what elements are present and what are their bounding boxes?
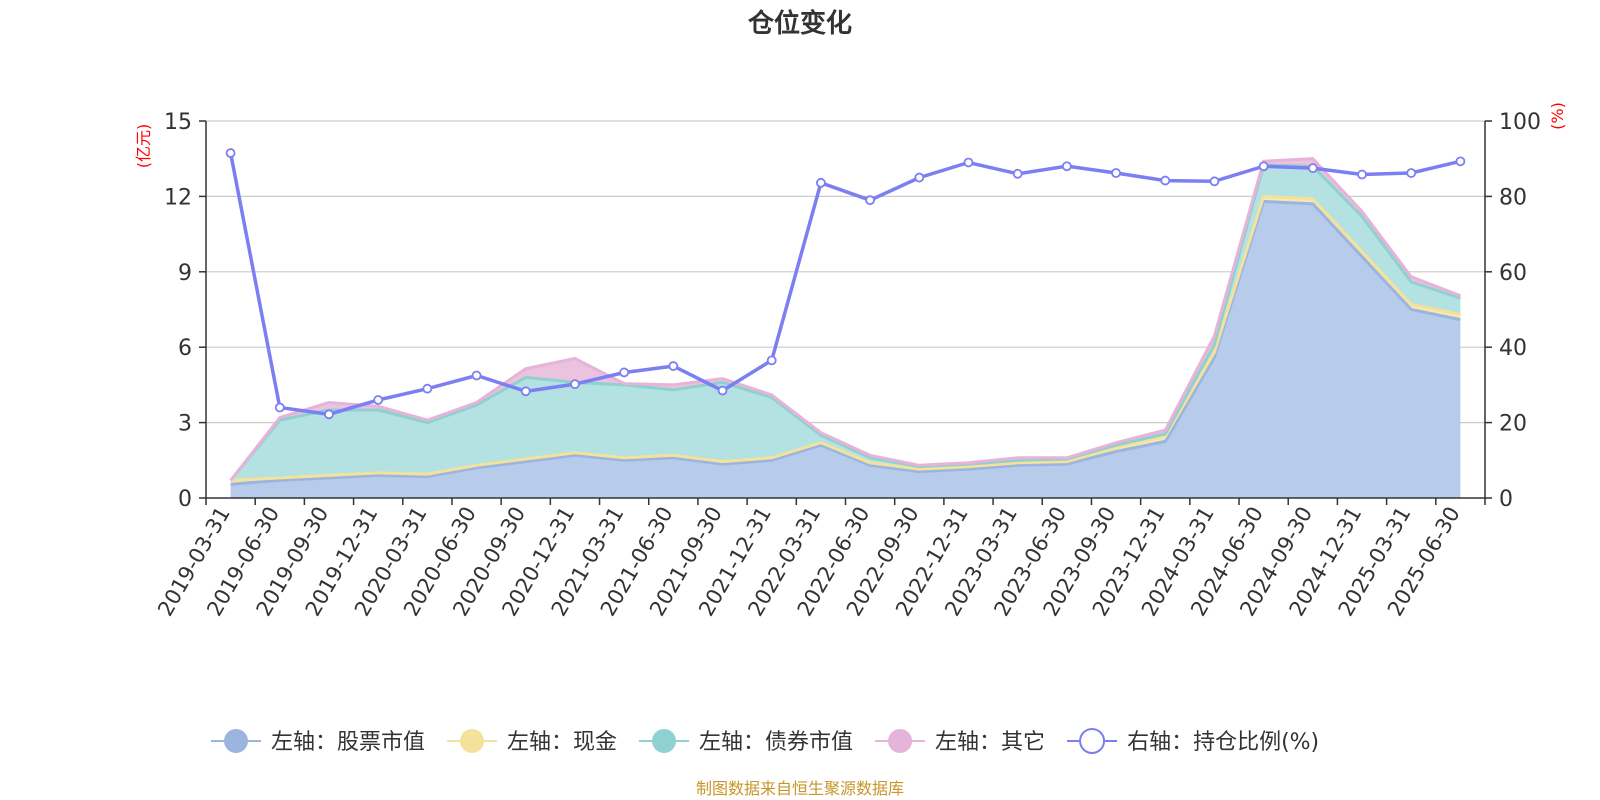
chart-title: 仓位变化 [747,8,852,39]
source-note: 制图数据来自恒生聚源数据库 [696,779,904,798]
legend-label: 左轴：债券市值 [699,730,853,755]
right-tick-label: 100 [1499,110,1541,135]
ratio-point [1307,163,1318,174]
ratio-point [717,385,728,396]
legend: 左轴：股票市值 左轴：现金 左轴：债券市值 左轴：其它 右轴：持仓比例(%) [211,728,1319,755]
ratio-point [668,361,679,371]
ratio-point [1111,168,1121,178]
right-axis-unit: (%) [1548,102,1567,130]
left-tick-label: 0 [178,487,192,512]
ratio-line-series [225,148,1466,420]
ratio-point [1160,175,1171,186]
left-axis-unit: (亿元) [134,124,153,169]
ratio-point [225,148,236,158]
ratio-point [1012,168,1023,179]
area-line-左轴：现金 [230,194,1461,482]
area-line-左轴：股票市值 [230,199,1461,486]
left-tick-label: 6 [178,336,192,361]
ratio-point [373,395,384,405]
right-tick-label: 40 [1499,336,1527,361]
ratio-point [1357,169,1367,180]
ratio-point [422,383,433,394]
ratio-point [766,355,777,366]
area-series [229,157,1461,498]
area-line-左轴：其它 [229,157,1461,482]
ratio-point [865,195,875,206]
ratio-point [1209,176,1220,187]
ratio-point [520,386,531,397]
right-tick-label: 20 [1499,412,1527,437]
right-tick-label: 60 [1499,261,1527,286]
right-tick-label: 80 [1499,185,1527,210]
area-fill-左轴：债券市值 [230,165,1461,481]
ratio-point [914,172,925,183]
right-tick-label: 0 [1499,487,1513,512]
ratio-point [570,379,580,390]
left-tick-label: 15 [164,110,192,135]
ratio-point [619,367,630,378]
ratio-point [1455,156,1466,167]
left-tick-label: 9 [178,261,192,286]
legend-label: 左轴：现金 [507,730,617,755]
legend-marker-左轴：股票市值 [224,729,248,753]
legend-label: 左轴：股票市值 [271,730,425,755]
legend-marker-左轴：债券市值 [652,729,677,753]
ratio-point [274,402,285,413]
left-tick-label: 12 [164,185,192,210]
ratio-point [471,370,482,381]
ratio-point [1406,168,1417,178]
ratio-point [963,157,974,168]
legend-label: 左轴：其它 [935,730,1045,755]
left-tick-label: 3 [178,412,192,437]
ratio-point [1061,161,1072,172]
legend-label: 右轴：持仓比例(%) [1127,730,1319,755]
ratio-line [228,152,1461,417]
ratio-point [1258,161,1269,172]
legend-marker-右轴：持仓比例(%) [1079,728,1106,754]
legend-marker-左轴：其它 [888,729,913,753]
legend-marker-左轴：现金 [460,729,485,753]
ratio-point [816,177,826,188]
ratio-point [324,409,334,420]
